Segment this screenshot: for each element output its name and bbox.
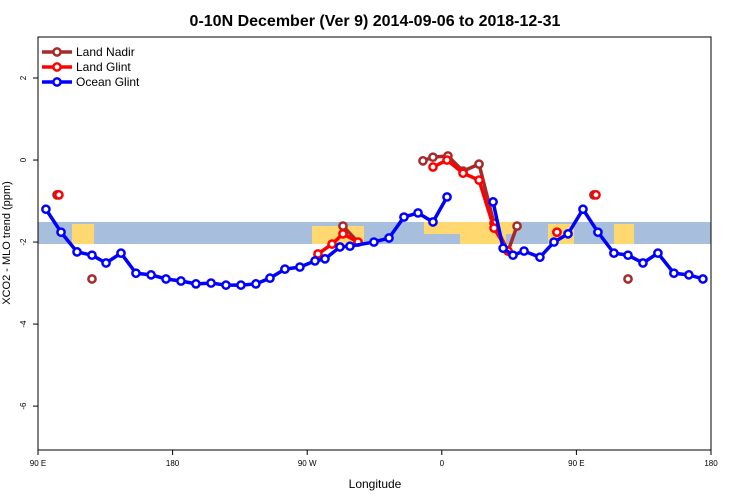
point (512, 221, 522, 231)
legend-label: Land Glint (76, 60, 131, 74)
point (591, 190, 601, 200)
point (638, 258, 648, 268)
point (327, 239, 337, 249)
y-tick-label: -2 (19, 238, 28, 246)
point (191, 279, 201, 289)
point (669, 268, 679, 279)
point (623, 274, 633, 284)
point (458, 168, 468, 179)
point (474, 159, 484, 169)
point (488, 197, 498, 207)
y-tick-label: 0 (19, 157, 28, 162)
point (221, 280, 231, 290)
point (498, 243, 508, 254)
point (338, 221, 348, 231)
legend-label: Ocean Glint (76, 75, 140, 89)
point (146, 270, 156, 280)
latitude-band (38, 222, 711, 244)
point (593, 227, 603, 238)
point (295, 262, 305, 272)
point (131, 268, 141, 279)
band (38, 222, 711, 244)
point (535, 252, 545, 263)
point (251, 279, 261, 289)
point (474, 175, 484, 185)
point (623, 250, 633, 261)
point (87, 250, 97, 261)
point (384, 233, 394, 243)
point (428, 217, 438, 227)
point (578, 204, 588, 215)
x-tick-label: 180 (166, 459, 180, 468)
point (56, 227, 66, 238)
point (101, 258, 111, 268)
point (87, 274, 97, 284)
point (442, 155, 452, 165)
x-tick-label: 90 E (568, 459, 584, 468)
y-tick-label: -4 (19, 320, 28, 328)
point (310, 256, 320, 266)
legend-marker (52, 62, 62, 72)
x-axis-label: Longitude (349, 477, 402, 491)
y-tick-label: 2 (19, 75, 28, 80)
point (54, 190, 64, 200)
point (280, 264, 290, 274)
point (345, 241, 355, 252)
point (41, 204, 51, 215)
plot-frame (37, 36, 712, 451)
point (698, 274, 708, 284)
point (369, 237, 379, 247)
point (335, 242, 345, 252)
point (161, 274, 171, 284)
x-tick-label: 0 (440, 459, 445, 468)
land (614, 224, 634, 244)
point (442, 192, 452, 202)
point (418, 156, 428, 166)
x-tick-label: 90 W (298, 459, 317, 468)
legend-marker (52, 77, 62, 87)
series-line (44, 196, 704, 287)
point (265, 273, 275, 284)
point (549, 237, 559, 247)
point (563, 229, 573, 239)
point (519, 246, 529, 256)
land (72, 224, 94, 244)
point (116, 248, 126, 258)
point (206, 278, 216, 288)
y-tick-label: -6 (19, 402, 28, 410)
point (72, 247, 82, 257)
point (684, 270, 694, 280)
point (236, 280, 246, 290)
point (413, 208, 423, 218)
legend-label: Land Nadir (76, 45, 135, 59)
point (552, 227, 562, 238)
chart-title: 0-10N December (Ver 9) 2014-09-06 to 201… (190, 13, 561, 30)
point (428, 162, 438, 172)
x-tick-label: 180 (704, 459, 718, 468)
point (428, 152, 438, 163)
point (609, 248, 619, 258)
point (338, 229, 348, 239)
y-axis-label: XCO2 - MLO trend (ppm) (1, 181, 13, 304)
point (320, 254, 330, 264)
point (399, 212, 409, 222)
land (460, 230, 506, 244)
x-tick-label: 90 E (30, 459, 46, 468)
point (176, 276, 186, 286)
point (508, 250, 518, 261)
legend-marker (52, 47, 62, 57)
series-line (343, 156, 628, 279)
point (653, 248, 663, 258)
